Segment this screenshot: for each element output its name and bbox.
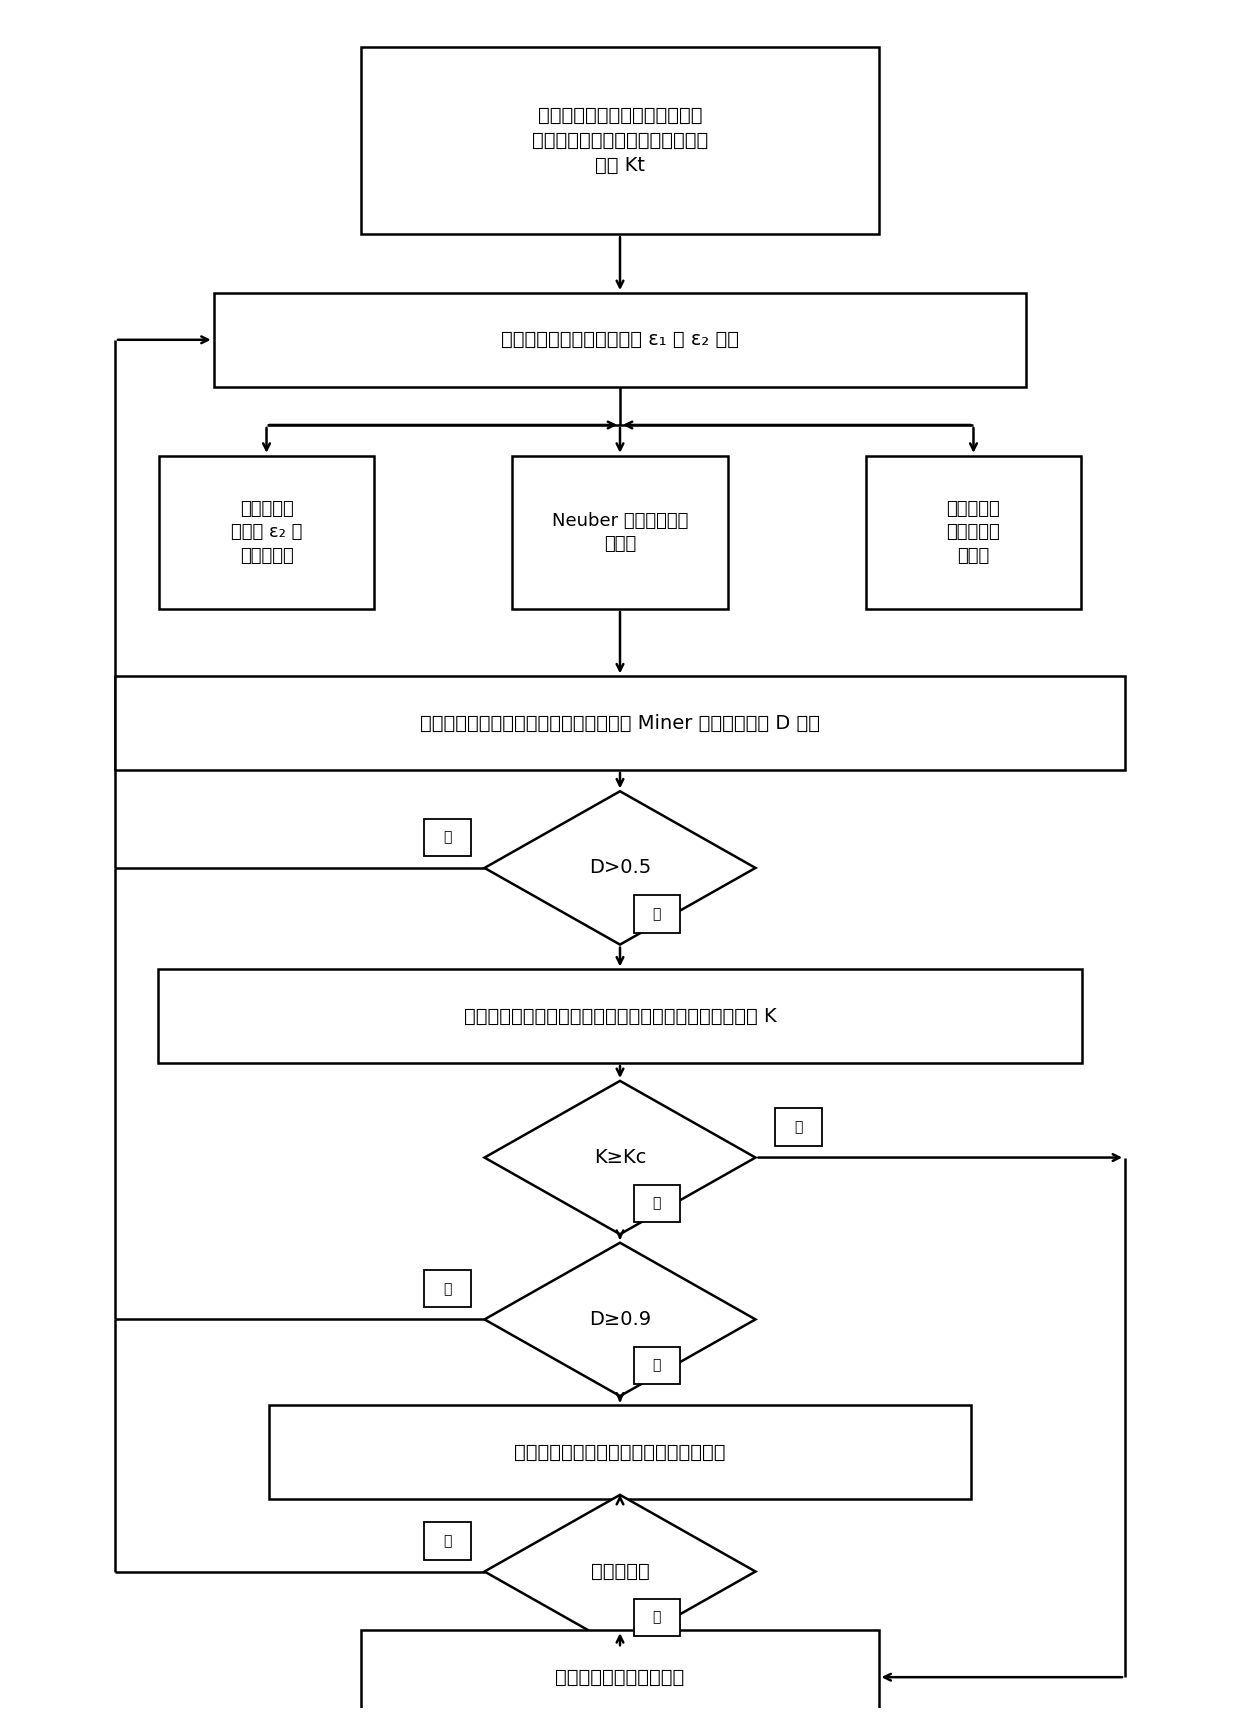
Text: 警报：剩余寿命过低，寿命消耗接近极限: 警报：剩余寿命过低，寿命消耗接近极限 xyxy=(515,1443,725,1462)
Bar xyxy=(424,1522,471,1560)
Bar xyxy=(634,1599,681,1637)
Text: 否: 否 xyxy=(652,1197,661,1210)
Text: 否: 否 xyxy=(444,1282,451,1296)
Bar xyxy=(159,969,1081,1063)
Text: 是: 是 xyxy=(795,1120,802,1133)
Text: 基于传感器信号通过特定方法计算疲劳裂纹萌生评估参数 K: 基于传感器信号通过特定方法计算疲劳裂纹萌生评估参数 K xyxy=(464,1007,776,1025)
Bar xyxy=(775,1108,822,1145)
Bar xyxy=(361,1630,879,1712)
Bar xyxy=(269,1406,971,1500)
Text: 是: 是 xyxy=(652,907,661,921)
Bar xyxy=(115,676,1125,770)
Bar xyxy=(361,46,879,235)
Polygon shape xyxy=(485,791,755,945)
Polygon shape xyxy=(485,1495,755,1649)
Bar xyxy=(213,293,1027,387)
Bar xyxy=(634,895,681,933)
Text: 到寿停止使用并检测维护: 到寿停止使用并检测维护 xyxy=(556,1667,684,1686)
Text: 根据材料的
循环应力应
变曲线: 根据材料的 循环应力应 变曲线 xyxy=(946,500,1001,565)
Bar xyxy=(512,455,728,609)
Text: 实时监测传感器测量的信号 ε₁ 和 ε₂ 输入: 实时监测传感器测量的信号 ε₁ 和 ε₂ 输入 xyxy=(501,330,739,349)
Bar xyxy=(634,1185,681,1222)
Text: Neuber 法确定局部应
力应变: Neuber 法确定局部应 力应变 xyxy=(552,512,688,553)
Polygon shape xyxy=(485,1243,755,1395)
Text: 否: 否 xyxy=(652,1611,661,1625)
Bar xyxy=(159,455,374,609)
Text: K≥Kc: K≥Kc xyxy=(594,1149,646,1168)
Bar xyxy=(424,1270,471,1308)
Text: 是: 是 xyxy=(444,1534,451,1548)
Text: 是: 是 xyxy=(652,1358,661,1373)
Bar xyxy=(634,1347,681,1383)
Text: D≥0.9: D≥0.9 xyxy=(589,1310,651,1329)
Text: 继续使用？: 继续使用？ xyxy=(590,1561,650,1582)
Text: 使用雨流计
数法对 ε₂ 进
行循环计数: 使用雨流计 数法对 ε₂ 进 行循环计数 xyxy=(231,500,303,565)
Polygon shape xyxy=(485,1080,755,1234)
Bar xyxy=(424,818,471,856)
Bar xyxy=(866,455,1081,609)
Text: 利用有限元方法计算结构件危险
点，并标定传感器位置和应力集中
系数 Kt: 利用有限元方法计算结构件危险 点，并标定传感器位置和应力集中 系数 Kt xyxy=(532,106,708,175)
Text: 否: 否 xyxy=(444,830,451,844)
Text: D>0.5: D>0.5 xyxy=(589,858,651,878)
Text: 对计数出的全循环计算疲劳损伤，并使用 Miner 定理进行损伤 D 累积: 对计数出的全循环计算疲劳损伤，并使用 Miner 定理进行损伤 D 累积 xyxy=(420,714,820,733)
